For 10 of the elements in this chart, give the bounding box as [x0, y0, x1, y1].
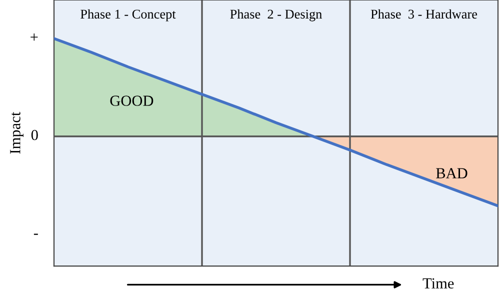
text: -	[34, 234, 38, 235]
series-label: GOOD	[110, 96, 154, 106]
text: Phase 1 - Concept	[80, 9, 176, 22]
text: Phase 3 - Hardware	[370, 9, 478, 19]
text: Phase 2 - Design	[230, 9, 322, 22]
x-axis-title: Time	[422, 278, 454, 289]
text: +	[30, 34, 38, 41]
series-label: BAD	[436, 168, 468, 178]
text: 0	[31, 130, 38, 140]
y-axis-title: Impact	[10, 112, 24, 154]
